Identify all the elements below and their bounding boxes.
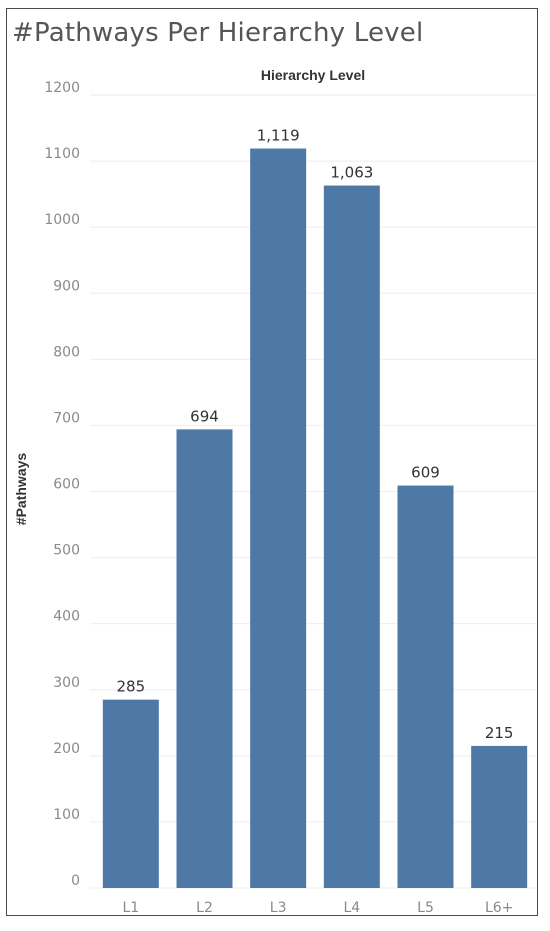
bar-data-label: 609 bbox=[411, 464, 440, 482]
y-tick-label: 0 bbox=[71, 873, 80, 889]
x-category-label: L3 bbox=[270, 900, 287, 916]
y-tick-label: 900 bbox=[53, 278, 80, 294]
y-tick-label: 1000 bbox=[44, 212, 80, 228]
x-category-label: L5 bbox=[417, 900, 434, 916]
bar-data-label: 215 bbox=[485, 724, 514, 742]
x-category-label: L6+ bbox=[485, 900, 513, 916]
x-axis-header: Hierarchy Level bbox=[260, 67, 366, 83]
y-tick-label: 800 bbox=[53, 344, 80, 360]
bar-data-label: 1,119 bbox=[257, 127, 300, 145]
bar-data-label: 694 bbox=[190, 407, 219, 425]
x-category-label: L4 bbox=[343, 900, 360, 916]
bar bbox=[102, 699, 159, 888]
bar bbox=[397, 485, 454, 888]
bar-data-label: 285 bbox=[117, 678, 146, 696]
y-tick-label: 700 bbox=[53, 410, 80, 426]
x-category-label: L2 bbox=[196, 900, 213, 916]
y-tick-label: 300 bbox=[53, 675, 80, 691]
y-tick-label: 600 bbox=[53, 477, 80, 493]
y-tick-label: 400 bbox=[53, 609, 80, 625]
chart-title: #Pathways Per Hierarchy Level bbox=[12, 18, 424, 48]
y-tick-label: 100 bbox=[53, 807, 80, 823]
bar bbox=[323, 185, 380, 888]
y-tick-label: 200 bbox=[53, 741, 80, 757]
x-category-label: L1 bbox=[122, 900, 139, 916]
bar bbox=[176, 429, 233, 888]
y-tick-label: 1100 bbox=[44, 146, 80, 162]
y-tick-label: 1200 bbox=[44, 80, 80, 96]
bar bbox=[250, 148, 307, 889]
y-tick-label: 500 bbox=[53, 543, 80, 559]
bar bbox=[471, 745, 528, 888]
bar-data-label: 1,063 bbox=[330, 164, 373, 182]
